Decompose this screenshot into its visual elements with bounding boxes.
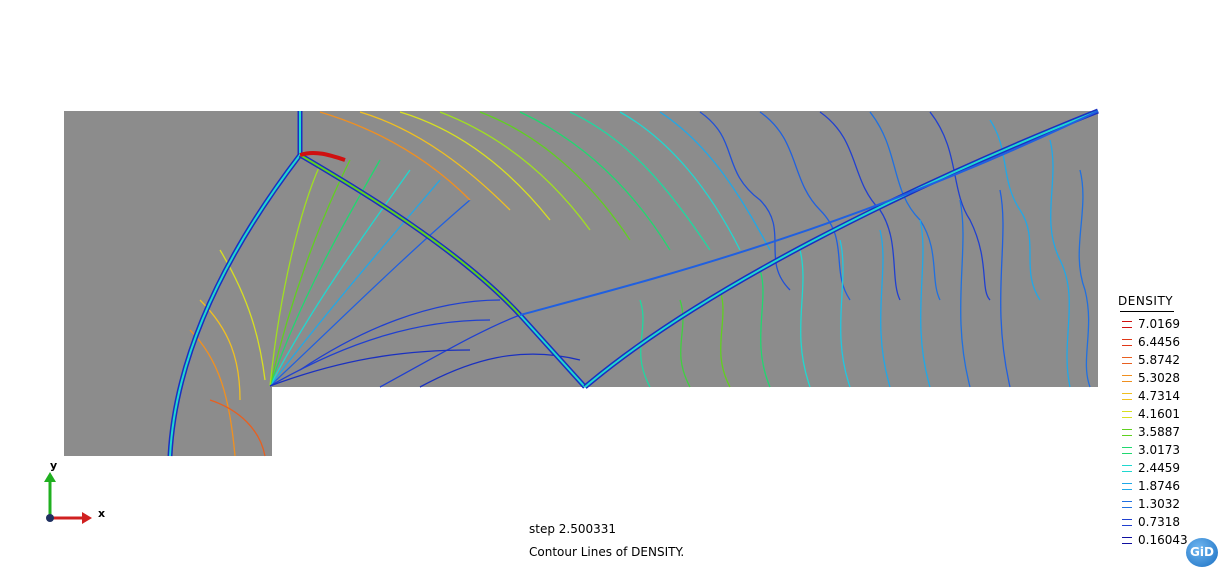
- legend-color-swatch: [1122, 375, 1132, 382]
- legend-color-swatch: [1122, 393, 1132, 400]
- legend-color-swatch: [1122, 483, 1132, 490]
- legend-color-swatch: [1122, 429, 1132, 436]
- legend-title-underline: [1120, 311, 1174, 312]
- x-axis-label: x: [98, 507, 106, 520]
- plot-title-caption: Contour Lines of DENSITY.: [529, 545, 685, 559]
- legend-value: 7.0169: [1138, 317, 1180, 331]
- y-axis-label: y: [50, 459, 58, 472]
- legend-color-swatch: [1122, 447, 1132, 454]
- legend-color-swatch: [1122, 501, 1132, 508]
- contour-lines: [189, 111, 1091, 457]
- gid-logo: GiD: [1186, 538, 1218, 567]
- legend-value: 6.4456: [1138, 335, 1180, 349]
- legend-color-swatch: [1122, 537, 1132, 544]
- legend-color-swatch: [1122, 411, 1132, 418]
- legend-value: 1.3032: [1138, 497, 1180, 511]
- legend-color-swatch: [1122, 465, 1132, 472]
- legend-title: DENSITY: [1118, 294, 1174, 308]
- axis-triad: [44, 472, 92, 524]
- legend-value: 2.4459: [1138, 461, 1180, 475]
- legend-color-swatch: [1122, 321, 1132, 328]
- domain-region: [64, 111, 1098, 456]
- legend-value: 0.7318: [1138, 515, 1180, 529]
- step-caption: step 2.500331: [529, 522, 617, 536]
- legend-value: 1.8746: [1138, 479, 1180, 493]
- legend-color-swatch: [1122, 519, 1132, 526]
- legend-value: 3.0173: [1138, 443, 1180, 457]
- legend-color-swatch: [1122, 357, 1132, 364]
- legend-value: 4.7314: [1138, 389, 1180, 403]
- legend-value: 0.16043: [1138, 533, 1188, 547]
- legend-value: 3.5887: [1138, 425, 1180, 439]
- legend-color-swatch: [1122, 339, 1132, 346]
- shock-fronts: [167, 108, 1099, 457]
- legend-value: 5.8742: [1138, 353, 1180, 367]
- legend-value: 4.1601: [1138, 407, 1180, 421]
- legend-value: 5.3028: [1138, 371, 1180, 385]
